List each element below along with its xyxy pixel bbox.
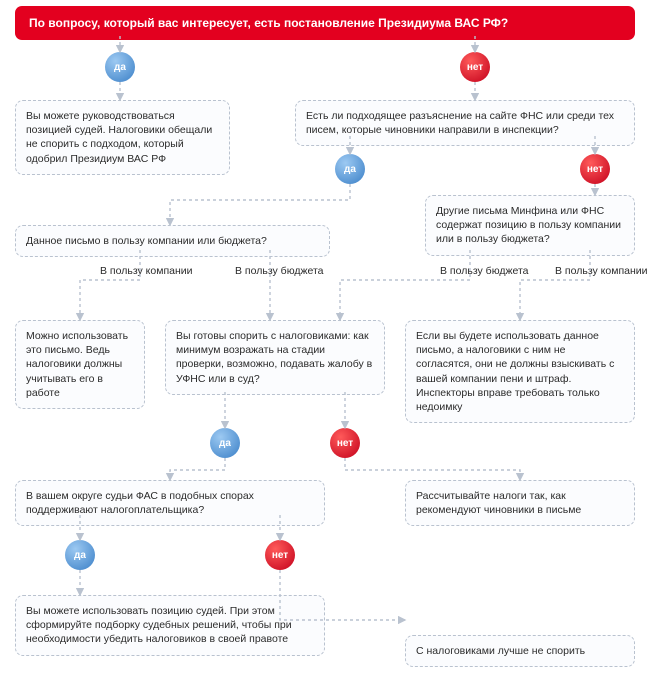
badge-no-label: нет — [467, 62, 483, 73]
box-b1: Вы можете руководствоваться позицией суд… — [15, 100, 230, 175]
label-budget-2: В пользу бюджета — [440, 265, 529, 277]
badge-yes-label-4: да — [74, 550, 86, 561]
badge-no-4: нет — [265, 540, 295, 570]
box-b8: В вашем округе судьи ФАС в подобных спор… — [15, 480, 325, 526]
box-b4-text: Другие письма Минфина или ФНС содержат п… — [436, 204, 624, 247]
box-b9-text: Рассчитывайте налоги так, как рекомендую… — [416, 489, 624, 517]
badge-no-3: нет — [330, 428, 360, 458]
box-b1-text: Вы можете руководствоваться позицией суд… — [26, 109, 219, 166]
header-question: По вопросу, который вас интересует, есть… — [15, 6, 635, 40]
header-text: По вопросу, который вас интересует, есть… — [29, 16, 508, 30]
box-b11: С налоговиками лучше не спорить — [405, 635, 635, 667]
box-b6-text: Вы готовы спорить с налоговиками: как ми… — [176, 329, 374, 386]
box-b8-text: В вашем округе судьи ФАС в подобных спор… — [26, 489, 314, 517]
box-b2-text: Есть ли подходящее разъяснение на сайте … — [306, 109, 624, 137]
badge-no-label-3: нет — [337, 438, 353, 449]
box-b10-text: Вы можете использовать позицию судей. Пр… — [26, 604, 314, 647]
label-company-1: В пользу компании — [100, 265, 193, 277]
badge-yes-label-3: да — [219, 438, 231, 449]
badge-yes-label: да — [114, 62, 126, 73]
badge-no-1: нет — [460, 52, 490, 82]
badge-yes-3: да — [210, 428, 240, 458]
box-b7: Если вы будете использовать данное письм… — [405, 320, 635, 423]
box-b3: Данное письмо в пользу компании или бюдж… — [15, 225, 330, 257]
badge-no-label-4: нет — [272, 550, 288, 561]
box-b2: Есть ли подходящее разъяснение на сайте … — [295, 100, 635, 146]
label-budget-1: В пользу бюджета — [235, 265, 324, 277]
badge-yes-2: да — [335, 154, 365, 184]
box-b5-text: Можно использовать это письмо. Ведь нало… — [26, 329, 134, 400]
badge-yes-4: да — [65, 540, 95, 570]
badge-no-2: нет — [580, 154, 610, 184]
box-b11-text: С налоговиками лучше не спорить — [416, 644, 624, 658]
box-b4: Другие письма Минфина или ФНС содержат п… — [425, 195, 635, 256]
box-b9: Рассчитывайте налоги так, как рекомендую… — [405, 480, 635, 526]
box-b3-text: Данное письмо в пользу компании или бюдж… — [26, 234, 319, 248]
box-b6: Вы готовы спорить с налоговиками: как ми… — [165, 320, 385, 395]
box-b7-text: Если вы будете использовать данное письм… — [416, 329, 624, 414]
box-b10: Вы можете использовать позицию судей. Пр… — [15, 595, 325, 656]
label-company-2: В пользу компании — [555, 265, 648, 277]
badge-yes-1: да — [105, 52, 135, 82]
box-b5: Можно использовать это письмо. Ведь нало… — [15, 320, 145, 409]
badge-no-label-2: нет — [587, 164, 603, 175]
badge-yes-label-2: да — [344, 164, 356, 175]
